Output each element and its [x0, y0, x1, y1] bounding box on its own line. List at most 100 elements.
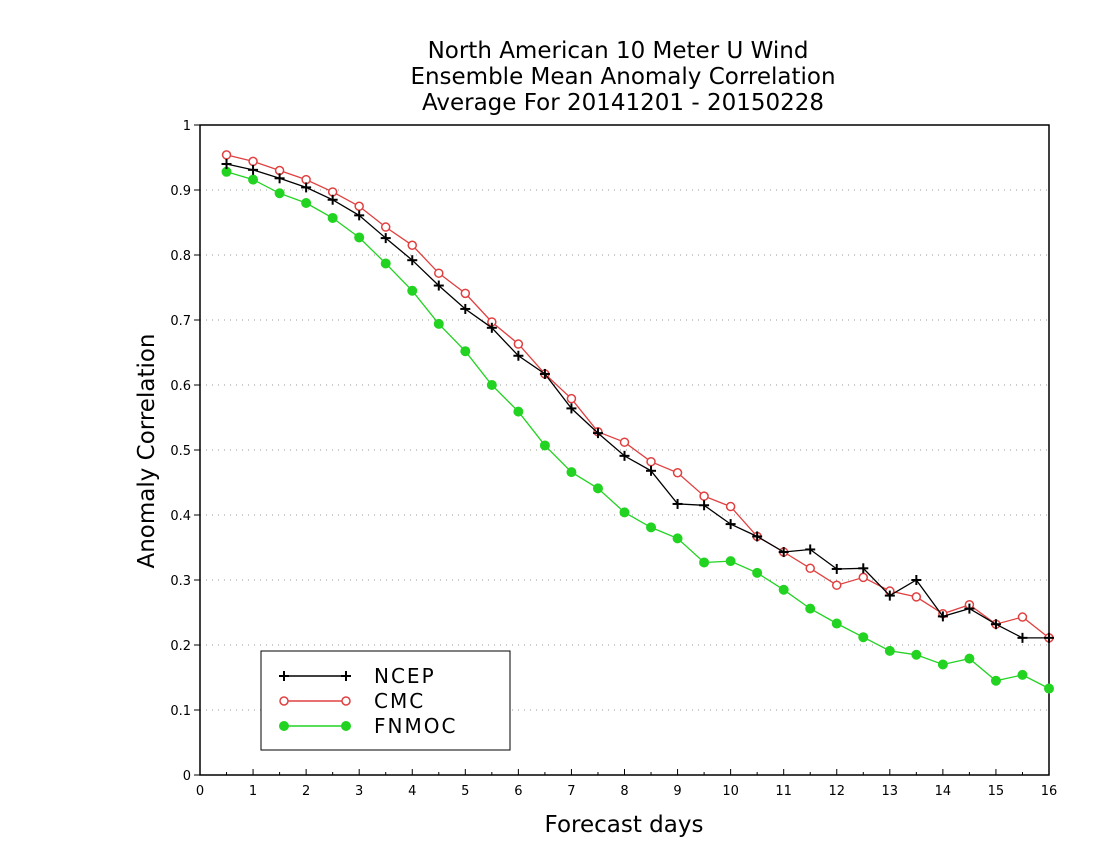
data-point-ncep [433, 280, 444, 291]
x-tick-label: 13 [882, 784, 899, 799]
data-point-cmc [832, 580, 842, 590]
data-point-fnmoc [248, 174, 259, 185]
data-point-cmc [248, 156, 258, 167]
data-point-ncep [699, 500, 710, 511]
data-point-fnmoc [990, 675, 1001, 686]
data-point-ncep [592, 428, 603, 439]
x-tick-label: 9 [673, 784, 681, 799]
data-point-fnmoc [858, 632, 869, 643]
data-point-fnmoc [884, 645, 895, 656]
data-point-cmc [460, 288, 471, 299]
data-point-ncep [407, 255, 418, 266]
legend-item-cmc: CMC [279, 689, 425, 713]
series-line-ncep [226, 163, 1049, 639]
series-cmc [221, 150, 1054, 643]
y-tick-label: 0.5 [170, 444, 191, 459]
y-tick-label: 0.4 [170, 509, 191, 524]
data-point-fnmoc [1017, 669, 1028, 680]
legend-label-cmc: CMC [374, 689, 425, 713]
data-point-fnmoc [301, 198, 312, 208]
data-point-cmc [407, 240, 417, 250]
y-tick-label: 0.7 [170, 314, 191, 329]
data-point-fnmoc [911, 649, 922, 660]
title-line-1: North American 10 Meter U Wind [428, 38, 809, 64]
data-point-cmc [354, 201, 364, 211]
data-point-ncep [990, 619, 1001, 630]
data-point-ncep [725, 519, 736, 530]
data-point-cmc [699, 491, 709, 501]
y-tick-label: 0.3 [170, 574, 191, 589]
x-tick-label: 11 [775, 784, 792, 799]
x-tick-label: 6 [514, 784, 522, 799]
x-tick-label: 8 [620, 784, 628, 799]
data-point-ncep [1017, 632, 1028, 643]
data-point-cmc [805, 563, 815, 574]
data-point-fnmoc [539, 440, 550, 451]
data-point-ncep [460, 303, 471, 314]
data-point-ncep [301, 182, 312, 193]
legend-label-fnmoc: FNMOC [374, 714, 457, 738]
data-point-ncep [831, 563, 842, 574]
y-tick-label: 0 [183, 769, 191, 784]
data-point-fnmoc [1044, 683, 1054, 694]
data-point-ncep [884, 590, 895, 601]
x-tick-label: 15 [988, 784, 1005, 799]
y-axis-label: Anomaly Correlation [134, 333, 160, 568]
data-point-ncep [221, 159, 232, 169]
data-point-ncep [380, 233, 391, 244]
x-tick-label: 14 [935, 784, 952, 799]
legend-marker-ncep [341, 671, 351, 681]
data-point-cmc [619, 437, 630, 447]
data-point-ncep [248, 164, 259, 175]
x-axis-label: Forecast days [545, 812, 704, 838]
data-point-ncep [619, 450, 630, 461]
data-point-fnmoc [805, 603, 816, 614]
data-point-fnmoc [699, 557, 710, 568]
data-point-fnmoc [592, 483, 603, 494]
data-point-fnmoc [433, 318, 444, 329]
data-point-cmc [513, 339, 524, 349]
x-tick-label: 0 [196, 784, 204, 799]
series-ncep [221, 159, 1054, 643]
y-tick-label: 0.9 [170, 184, 191, 199]
y-tick-label: 0.8 [170, 249, 191, 264]
data-point-fnmoc [831, 618, 842, 629]
data-point-cmc [1017, 612, 1028, 622]
legend-item-fnmoc: FNMOC [279, 714, 457, 738]
title-line-2: Ensemble Mean Anomaly Correlation [410, 64, 835, 90]
data-point-fnmoc [486, 380, 497, 390]
data-point-cmc [566, 393, 577, 404]
data-point-ncep [1044, 632, 1054, 643]
data-point-ncep [672, 498, 683, 509]
legend-marker-ncep [279, 671, 289, 681]
legend-marker-cmc [279, 696, 289, 706]
data-point-fnmoc [937, 659, 948, 670]
x-tick-label: 12 [828, 784, 845, 799]
y-tick-label: 1 [183, 119, 191, 134]
x-tick-label: 5 [461, 784, 469, 799]
axis-ticks: 00.10.20.30.40.50.60.70.80.910 1 2 3 4 5 6 7 8 9 1… [170, 119, 1057, 799]
data-point-ncep [752, 531, 763, 542]
series-group [221, 150, 1054, 694]
data-point-fnmoc [752, 567, 763, 578]
data-point-fnmoc [725, 556, 736, 567]
data-point-ncep [805, 544, 816, 555]
x-tick-label: 16 [1041, 784, 1058, 799]
data-point-fnmoc [964, 653, 975, 664]
data-point-ncep [486, 322, 497, 333]
data-point-cmc [725, 501, 736, 512]
data-point-fnmoc [354, 232, 365, 243]
data-point-cmc [380, 222, 391, 232]
data-point-ncep [539, 368, 550, 379]
data-point-fnmoc [778, 584, 789, 595]
legend-marker-fnmoc [341, 721, 351, 731]
data-point-ncep [327, 194, 338, 205]
data-point-ncep [964, 603, 975, 614]
y-tick-label: 0.2 [170, 639, 191, 654]
data-point-fnmoc [460, 346, 471, 357]
y-tick-label: 0.1 [170, 704, 191, 719]
data-point-ncep [513, 350, 524, 361]
series-fnmoc [221, 166, 1054, 694]
x-tick-label: 3 [355, 784, 363, 799]
